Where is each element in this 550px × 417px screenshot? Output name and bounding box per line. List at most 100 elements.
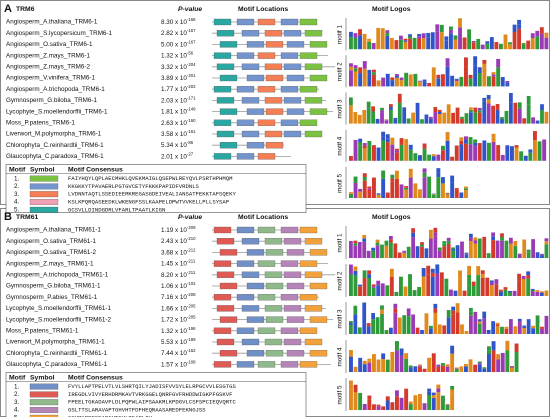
logo-letter	[403, 38, 408, 41]
logo-letter	[358, 284, 362, 287]
logo-letter	[380, 28, 385, 50]
logo-letter	[467, 274, 472, 296]
logo-letter	[349, 63, 353, 67]
logo-letter	[486, 94, 491, 100]
logo-letter	[433, 227, 438, 233]
logo-letter	[402, 107, 407, 124]
logo-letter	[420, 244, 424, 247]
logo-letter	[464, 190, 468, 198]
p-base: 1.45 x 10	[161, 260, 187, 267]
species-name: Angiosperm_O.sativa_TRM6-1	[6, 41, 93, 48]
logo-letter	[433, 236, 438, 258]
logo-letter	[367, 274, 372, 279]
logo-letter	[451, 249, 455, 251]
motif-box	[309, 350, 328, 357]
logo-letter	[367, 358, 372, 361]
p-value: 8.30 x 10-166	[161, 17, 196, 26]
logo-letter	[473, 56, 478, 66]
logo-letter	[491, 74, 496, 77]
logo-letter	[455, 303, 460, 313]
species-name: Angiosperm_O.sativa_TRM61-1	[6, 238, 96, 245]
logo-letter	[402, 251, 407, 253]
motif-box	[213, 153, 232, 160]
logo-letter	[519, 151, 524, 161]
motif-box	[299, 260, 318, 267]
logo-letter	[499, 290, 503, 292]
logo-letter	[424, 114, 429, 124]
logo-letter	[435, 31, 440, 50]
logo-letter	[439, 272, 444, 280]
logo-letter	[402, 250, 407, 252]
logo-letter	[487, 353, 491, 372]
logo-letter	[482, 311, 487, 319]
logo-letter	[544, 35, 549, 38]
logo-letter	[522, 239, 527, 258]
motif-box	[219, 350, 238, 357]
logo-letter	[460, 241, 464, 258]
logo-letter	[389, 239, 393, 243]
logo-letter	[349, 97, 353, 106]
logo-letter	[477, 107, 482, 111]
p-base: 2.43 x 10	[161, 238, 187, 245]
logo-letter	[454, 368, 459, 369]
p-exponent: -149	[187, 107, 196, 112]
logo-letter	[535, 315, 540, 334]
logo-letter	[349, 264, 353, 274]
logo-letter	[421, 276, 426, 296]
logo-letter	[413, 395, 418, 410]
motif-box	[236, 18, 255, 26]
logo-letter	[477, 112, 482, 124]
motif-box	[241, 271, 260, 278]
logo-letter	[473, 237, 478, 241]
motif-box	[299, 86, 318, 93]
logo-letter	[424, 313, 429, 334]
motif-box	[309, 41, 328, 48]
logo-letter	[540, 254, 544, 256]
logo-letter	[469, 109, 473, 113]
logo-letter	[408, 74, 413, 87]
logo-letter	[494, 284, 499, 296]
species-name: Angiosperm_Z.mays_TRM6-1	[6, 52, 90, 59]
motif-symbol	[29, 383, 59, 390]
logo-letter	[505, 145, 510, 161]
logo-letter	[513, 328, 518, 334]
logo-letter	[353, 266, 358, 271]
logo-letter	[349, 321, 353, 323]
logo-letter	[376, 404, 381, 407]
motif-box	[216, 130, 235, 138]
logo-letter	[390, 402, 395, 410]
logo-letter	[376, 280, 381, 286]
logo-letter	[453, 290, 458, 296]
logo-letter	[477, 73, 482, 87]
logo-letter	[517, 253, 522, 255]
species-name: Angiosperm_Z.mays_TRM61-1	[6, 260, 94, 267]
p-base: 2.82 x 10	[161, 30, 187, 37]
logo-letter	[357, 327, 362, 334]
logo-letter	[385, 400, 390, 410]
logo-letter	[415, 327, 420, 334]
logo-letter	[408, 401, 413, 405]
logo-letter	[427, 395, 432, 410]
logo-letter	[358, 288, 362, 296]
logo-letter	[451, 314, 455, 334]
logo-letter	[468, 359, 473, 372]
logo-letter	[349, 157, 353, 161]
logo-letter	[467, 29, 472, 50]
logo-letter	[394, 40, 399, 50]
logo-letter	[417, 38, 422, 50]
logo-letter	[436, 78, 441, 87]
logo-letter	[435, 28, 440, 32]
logo-letter	[469, 241, 473, 258]
logo-letter	[411, 228, 415, 233]
logo-letter	[418, 394, 422, 410]
logo-letter	[399, 144, 404, 161]
logo-letter	[362, 176, 367, 181]
logo-letter	[486, 329, 491, 334]
logo-letter	[517, 254, 522, 258]
logo-letter	[413, 73, 418, 87]
logo-letter	[411, 112, 415, 116]
logo-letter	[510, 367, 514, 372]
logo-letter	[482, 236, 487, 258]
motif-box	[257, 294, 276, 301]
logo-letter	[485, 43, 490, 50]
